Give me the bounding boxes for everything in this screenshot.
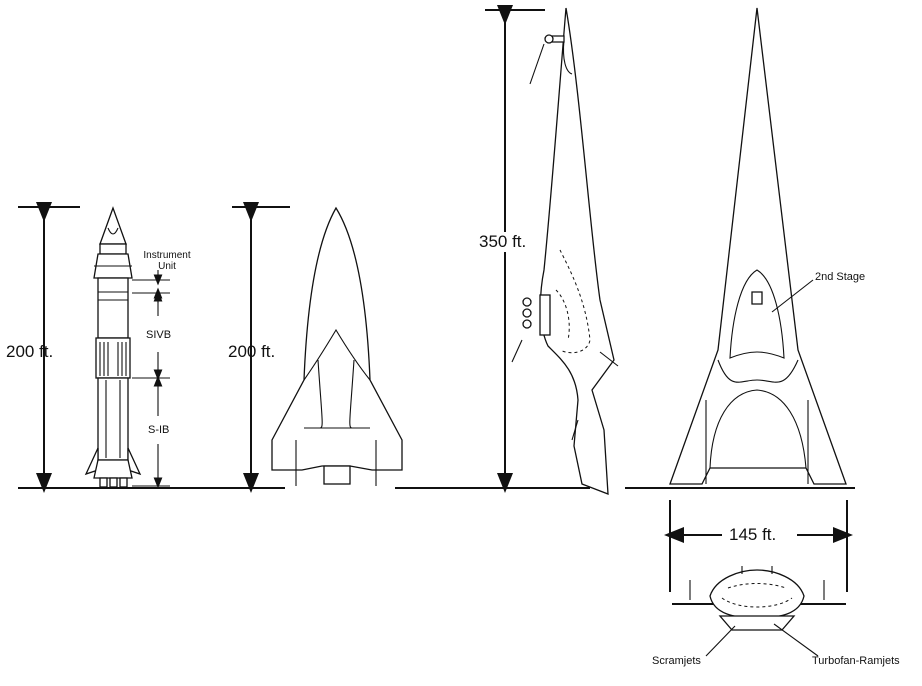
- sivb-label: SIVB: [146, 329, 172, 341]
- scramjets-label: Scramjets: [652, 655, 701, 667]
- hypersonic-front-view: [672, 566, 846, 631]
- span-label: 145 ft.: [729, 525, 777, 544]
- height-label-hypersonic: 350 ft.: [477, 232, 529, 252]
- saturn-rocket: [84, 206, 142, 488]
- turbofan-leader: [773, 623, 819, 657]
- height-label-orbiter: 200 ft.: [228, 342, 276, 361]
- scramjets-leader: [705, 625, 736, 657]
- sib-label: S-IB: [148, 424, 170, 436]
- second-stage-label: 2nd Stage: [815, 271, 866, 283]
- turbofan-ramjets-label: Turbofan-Ramjets: [812, 655, 900, 667]
- orbiter-vehicle: [271, 206, 403, 486]
- hypersonic-side-view: [511, 7, 619, 495]
- height-label-saturn: 200 ft.: [6, 342, 54, 361]
- hypersonic-top-view: [669, 7, 847, 485]
- second-stage-leader: [771, 279, 814, 313]
- instrument-unit-label: Instrument Unit: [143, 250, 191, 272]
